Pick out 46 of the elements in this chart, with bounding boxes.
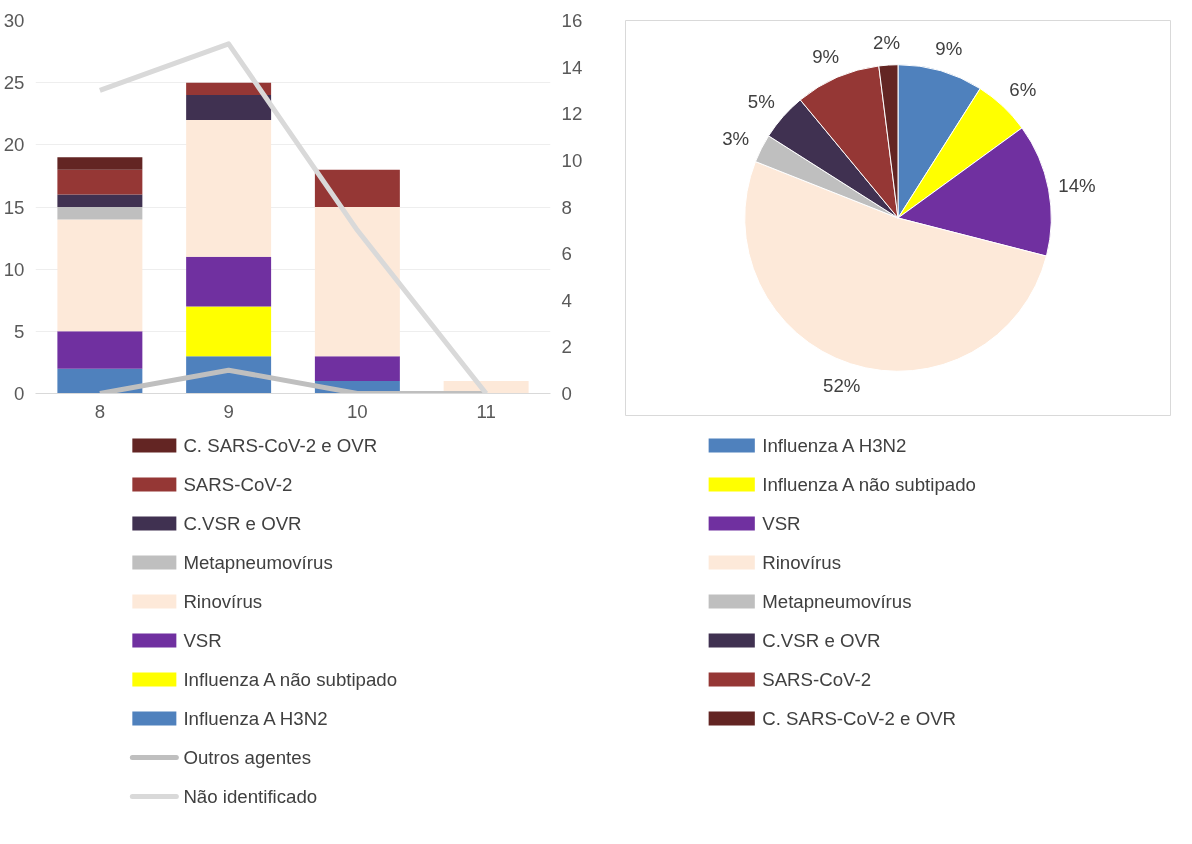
legend-label: C.VSR e OVR <box>183 513 302 534</box>
x-tick-label: 10 <box>347 400 368 422</box>
legend-label: Influenza A H3N2 <box>762 435 907 456</box>
data-label: 2% <box>873 31 901 53</box>
y-tick-label: 10 <box>3 258 25 280</box>
data-label: 9% <box>812 45 840 67</box>
legend-label: Outros agentes <box>183 747 311 768</box>
legend-label: Não identificado <box>183 786 318 807</box>
y2-tick-label: 14 <box>561 56 583 78</box>
data-label: 52% <box>823 374 861 396</box>
y2-tick-label: 12 <box>561 103 583 125</box>
legend-label: C. SARS-CoV-2 e OVR <box>183 435 378 456</box>
y-tick-label: 15 <box>3 196 25 218</box>
legend-label: VSR <box>183 630 222 651</box>
y-tick-label: 20 <box>3 134 25 156</box>
x-tick-label: 8 <box>94 400 106 422</box>
y2-tick-label: 8 <box>561 196 572 218</box>
y2-tick-label: 16 <box>561 10 583 31</box>
x-tick-label: 9 <box>223 400 234 422</box>
data-label: 14% <box>1058 174 1096 196</box>
y-tick-label: 25 <box>3 72 25 94</box>
x-tick-label: 11 <box>476 400 496 422</box>
y2-tick-label: 4 <box>561 289 572 311</box>
legend-label: SARS-CoV-2 <box>183 474 293 495</box>
y2-tick-label: 10 <box>561 149 583 171</box>
legend-label: Influenza A não subtipado <box>183 669 398 690</box>
data-label: 6% <box>1009 79 1037 101</box>
legend-label: SARS-CoV-2 <box>762 669 872 690</box>
legend-label: C.VSR e OVR <box>762 630 881 651</box>
y-tick-label: 0 <box>14 383 25 404</box>
legend-label: Rinovírus <box>762 552 842 573</box>
y2-tick-label: 0 <box>561 383 572 404</box>
data-label: 5% <box>747 91 775 113</box>
legend-label: C. SARS-CoV-2 e OVR <box>762 708 957 729</box>
legend-label: Metapneumovírus <box>183 552 333 573</box>
data-label: 3% <box>722 127 750 149</box>
legend-label: Influenza A H3N2 <box>183 708 328 729</box>
legend-label: Metapneumovírus <box>762 591 912 612</box>
y2-tick-label: 2 <box>561 336 572 358</box>
legend-label: Influenza A não subtipado <box>762 474 976 495</box>
y-tick-label: 5 <box>14 320 25 342</box>
legend-label: Rinovírus <box>183 591 263 612</box>
y2-tick-label: 6 <box>561 243 572 265</box>
data-label: 9% <box>935 38 963 60</box>
y-tick-label: 30 <box>3 10 25 31</box>
legend-label: VSR <box>762 513 801 534</box>
